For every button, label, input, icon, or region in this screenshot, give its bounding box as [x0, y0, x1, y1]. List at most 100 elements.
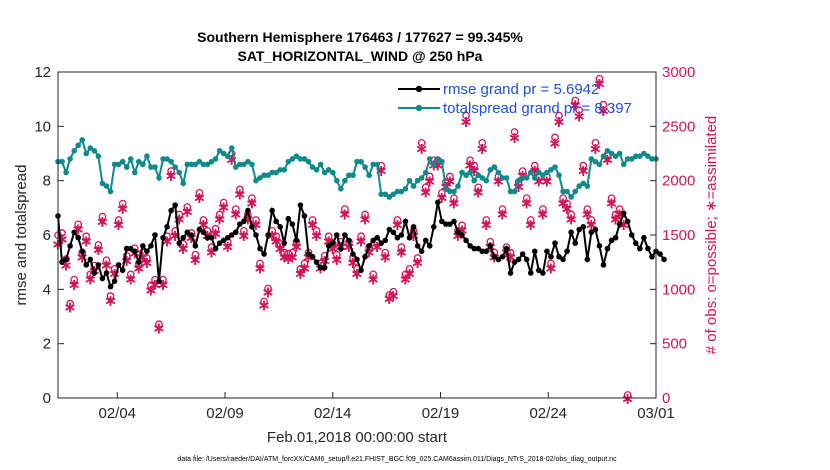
- obs-possible-marker: [94, 241, 103, 249]
- rmse-series-point: [188, 232, 195, 238]
- rmse-series-point: [152, 232, 158, 238]
- totalspread-series-point: [346, 172, 352, 179]
- totalspread-series-point: [382, 191, 389, 198]
- obs-assimilated-marker: ∗: [593, 76, 606, 93]
- totalspread-series-point: [515, 177, 522, 184]
- rmse-series-point: [119, 267, 126, 274]
- obs-possible-marker: [118, 199, 127, 208]
- obs-possible-marker: [587, 216, 596, 224]
- obs-possible-marker: [498, 205, 507, 213]
- obs-possible-marker: [547, 259, 555, 268]
- rmse-series-point: [309, 253, 316, 260]
- obs-possible-marker: [66, 299, 74, 308]
- totalspread-series-point: [556, 172, 562, 179]
- obs-possible-marker: [74, 220, 83, 229]
- x-tick-label: 02/14: [314, 405, 352, 422]
- totalspread-series-point: [333, 177, 340, 184]
- rmse-series-point: [560, 256, 566, 263]
- obs-possible-marker: [248, 194, 256, 203]
- obs-possible-marker: [147, 281, 155, 290]
- obs-possible-marker: [195, 188, 204, 197]
- rmse-series-point: [346, 237, 352, 244]
- rmse-series-point: [519, 251, 526, 257]
- rmse-series-point: [374, 234, 381, 241]
- obs-assimilated-marker: ∗: [294, 266, 307, 283]
- plot-area: 0 2 4 6 8 10 12 0 500 1000 1500 2000 2500 3000 02/04 02…: [34, 64, 695, 422]
- totalspread-series-point: [241, 161, 247, 168]
- obs-possible-marker: [126, 270, 135, 279]
- obs-assimilated-marker: ∗: [358, 212, 371, 229]
- obs-possible-marker: [341, 205, 349, 213]
- rmse-series-point: [281, 240, 288, 246]
- totalspread-series-point: [544, 169, 550, 176]
- totalspread-series-point: [572, 188, 578, 195]
- obs-possible-marker: [510, 128, 519, 136]
- obs-possible-marker: [397, 243, 406, 251]
- totalspread-series-point: [523, 175, 530, 181]
- rmse-series-point: [548, 253, 554, 260]
- rmse-series-point: [540, 270, 546, 276]
- totalspread-series-point: [596, 161, 603, 168]
- totalspread-series-point: [119, 158, 126, 165]
- rmse-series-point: [160, 234, 166, 241]
- totalspread-series-point: [451, 188, 457, 195]
- totalspread-series-point: [350, 172, 356, 179]
- obs-assimilated-marker: ∗: [411, 255, 424, 272]
- rmse-series-point: [422, 237, 429, 244]
- rmse-series-point: [661, 256, 667, 263]
- rmse-series-point: [95, 262, 102, 268]
- rmse-series-point: [641, 234, 647, 241]
- obs-assimilated-marker: ∗: [621, 391, 634, 408]
- totalspread-series-point: [475, 172, 482, 179]
- obs-assimilated-marker: ∗: [447, 195, 460, 212]
- chart-title-line2: SAT_HORIZONTAL_WIND @ 250 hPa: [238, 48, 483, 64]
- totalspread-series-point: [604, 147, 611, 154]
- rmse-series-point: [471, 245, 477, 252]
- obs-possible-marker: [478, 138, 487, 147]
- obs-possible-marker: [539, 205, 547, 213]
- obs-possible-marker: [357, 232, 365, 241]
- rmse-series-point: [576, 226, 583, 233]
- rmse-series-point: [378, 240, 385, 246]
- rmse-series-point: [71, 229, 77, 236]
- y-axis-left-label: rmse and totalspread: [13, 165, 30, 306]
- totalspread-series-point: [398, 188, 405, 195]
- rmse-series-point: [338, 245, 344, 252]
- obs-assimilated-marker: ∗: [132, 261, 145, 278]
- obs-possible-marker: [167, 167, 175, 175]
- obs-assimilated-marker: ∗: [298, 261, 311, 278]
- rmse-series-point: [289, 221, 296, 227]
- rmse-series-point: [491, 253, 498, 260]
- legend-spread-label: totalspread grand pr = 8.397: [443, 100, 632, 117]
- totalspread-series-point: [63, 169, 69, 176]
- totalspread-series-point: [200, 161, 207, 168]
- totalspread-series-point: [99, 180, 106, 187]
- obs-possible-marker: [438, 188, 446, 197]
- y-left-tick-label: 0: [43, 390, 51, 407]
- totalspread-series-point: [95, 153, 102, 160]
- totalspread-series-point: [237, 161, 243, 168]
- obs-assimilated-marker: ∗: [472, 185, 485, 202]
- totalspread-series-point: [608, 150, 615, 157]
- rmse-series-point: [459, 232, 465, 238]
- totalspread-series-point: [75, 142, 82, 149]
- rmse-series-point: [148, 243, 154, 249]
- rmse-series-point: [333, 232, 340, 238]
- obs-possible-marker: [264, 284, 272, 293]
- rmse-series-point: [269, 207, 275, 214]
- obs-possible-marker: [143, 254, 151, 262]
- x-tick-label: 02/24: [529, 405, 567, 422]
- totalspread-series-point: [483, 177, 490, 184]
- obs-possible-marker: [211, 224, 220, 233]
- obs-possible-marker: [183, 203, 192, 211]
- rmse-series-point: [507, 270, 514, 276]
- y-right-tick-label: 1500: [662, 227, 695, 244]
- totalspread-series-point: [560, 188, 566, 195]
- obs-assimilated-marker: ∗: [383, 291, 396, 308]
- obs-possible-marker: [579, 161, 588, 170]
- obs-assimilated-marker: ∗: [338, 206, 351, 223]
- rmse-series-point: [503, 245, 510, 252]
- rmse-series-point: [220, 237, 227, 244]
- totalspread-series-point: [265, 172, 271, 179]
- obs-assimilated-marker: ∗: [463, 157, 476, 174]
